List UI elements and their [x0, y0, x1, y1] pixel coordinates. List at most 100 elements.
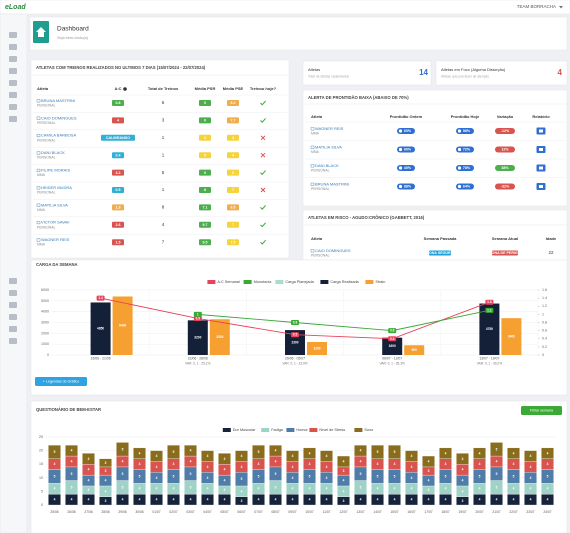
segment-label: 4: [547, 498, 549, 502]
segment-label: 4: [496, 460, 498, 464]
legend-button[interactable]: [35, 377, 87, 386]
nav-icon[interactable]: [9, 80, 17, 86]
segment-label: 4: [173, 498, 175, 502]
athlete-icon: [310, 127, 315, 131]
segment-label: 4: [513, 487, 515, 491]
legend-swatch: [320, 280, 329, 284]
team-caret[interactable]: [559, 6, 563, 9]
segment-label: 4: [54, 462, 56, 466]
bar: [285, 330, 305, 355]
y-tick-label: 5000: [41, 299, 49, 303]
y2-tick-label: 0.8: [542, 320, 547, 324]
x-tick-label: 09/07: [288, 510, 296, 514]
nav-icon[interactable]: [9, 326, 17, 332]
readiness-icon: [398, 147, 403, 152]
segment-label: 3: [88, 488, 90, 492]
bar-segment: [541, 447, 554, 459]
point-label-bg: [485, 307, 494, 313]
filter-button[interactable]: [521, 406, 562, 415]
athlete-icon: [36, 221, 41, 225]
nav-icon[interactable]: [9, 290, 17, 296]
segment-label: 4: [445, 462, 447, 466]
psr-badge-bg: [199, 221, 211, 228]
athlete-group: MMA: [311, 150, 320, 154]
nav-icon[interactable]: [9, 104, 17, 110]
bar-segment: [371, 445, 384, 459]
x-tick-label: 19/07: [458, 510, 466, 514]
segment-label: 3: [224, 488, 226, 492]
stat-title: Atletas: [308, 67, 320, 72]
segment-label: 4: [190, 449, 192, 453]
pse-badge-bg: [227, 100, 239, 106]
athlete-icon: [36, 168, 41, 172]
athlete-icon: [310, 182, 315, 186]
column-header: A:C: [114, 86, 121, 91]
total-trainings: 1: [162, 135, 165, 140]
x-tick-label: 05/07: [220, 510, 228, 514]
point-label-bg: [96, 295, 105, 301]
segment-label: 4: [173, 487, 175, 491]
pse-badge-bg: [227, 134, 239, 141]
athlete-icon: [36, 203, 41, 207]
athlete-name: DANI BLACK: [41, 150, 65, 155]
column-header: Prontidão Hoje: [451, 114, 480, 119]
ac-badge-bg: [112, 152, 124, 159]
risk-zone: ZONA DE PERIGO: [489, 251, 520, 255]
segment-label: 4: [462, 457, 464, 461]
bar-value-label: 3200: [194, 336, 201, 340]
pse-badge-bg: [227, 239, 239, 246]
bar-segment: [167, 445, 180, 459]
bar-segment: [116, 442, 129, 457]
athlete-icon: [310, 164, 315, 168]
segment-label: 4: [445, 487, 447, 491]
segment-label: 4: [156, 498, 158, 502]
chart-title: QUESTIONÁRIO DE BEM-ESTAR: [36, 407, 101, 412]
segment-label: 5: [275, 485, 277, 489]
readiness-icon: [398, 166, 403, 170]
report-icon: [539, 129, 543, 133]
pse-badge: 7: [232, 223, 234, 227]
x-tick-label: 23/07: [526, 510, 534, 514]
readiness-icon: [457, 166, 462, 170]
bar: [112, 296, 133, 355]
category-note: VAR: 0, 1 - 39,2%: [477, 361, 502, 365]
nav-icon[interactable]: [9, 68, 17, 74]
segment-label: 5: [377, 450, 379, 454]
segment-label: 3: [105, 469, 107, 473]
nav-icon[interactable]: [9, 32, 17, 38]
y-tick-label: 15: [39, 462, 43, 466]
segment-label: 4: [462, 489, 464, 493]
x-tick-label: 18/07: [441, 510, 449, 514]
athlete-group: PERSONAL: [311, 168, 330, 172]
segment-label: 4: [156, 487, 158, 491]
nav-icon[interactable]: [9, 92, 17, 98]
pse-badge-bg: [227, 117, 239, 124]
y-tick-label: 1000: [41, 342, 49, 346]
segment-label: 4: [547, 487, 549, 491]
nav-icon[interactable]: [9, 116, 17, 122]
segment-label: 5: [139, 474, 141, 478]
total-trainings: 8: [162, 205, 165, 210]
nav-icon[interactable]: [9, 302, 17, 308]
column-header: Média PSE: [223, 86, 244, 91]
y2-tick-label: 0.2: [542, 345, 547, 349]
point-label-bg: [193, 311, 202, 317]
nav-icon[interactable]: [9, 338, 17, 344]
nav-icon[interactable]: [9, 56, 17, 62]
segment-label: 4: [445, 451, 447, 455]
pse-badge-bg: [227, 169, 239, 176]
nav-icon[interactable]: [9, 278, 17, 284]
nav-icon[interactable]: [9, 314, 17, 320]
legend-label: Monotonia: [254, 280, 273, 284]
athlete-name: BRUNA MASTRINI: [315, 181, 349, 186]
legend-swatch: [243, 280, 252, 284]
segment-label: 4: [343, 460, 345, 464]
segment-label: 4: [292, 487, 294, 491]
x-tick-label: 07/07: [254, 510, 262, 514]
nav-icon[interactable]: [9, 44, 17, 50]
x-tick-label: 13/07 - 19/07: [479, 356, 499, 360]
psr-badge: 0: [204, 101, 206, 105]
segment-label: 5: [496, 447, 498, 451]
bar-segment: [490, 442, 503, 457]
pse-badge-bg: [227, 221, 239, 228]
